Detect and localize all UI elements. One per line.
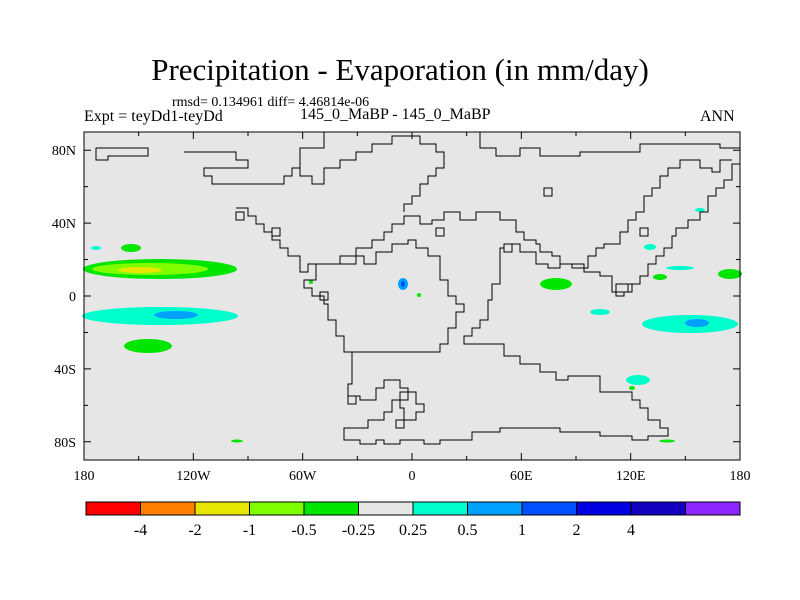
axis-layer: 180 120W 60W 0 60E 120E 180 80N 40N 0 40S 80S: [52, 132, 751, 484]
coastline-island: [319, 291, 329, 301]
colorbar-box: [85, 501, 141, 516]
x-tick-label: 180: [74, 469, 95, 484]
coastline-island: [503, 243, 513, 253]
anomaly-region: [685, 319, 709, 327]
colorbar-box: [467, 501, 523, 516]
anomaly-region: [666, 266, 694, 270]
colorbar-box: [358, 501, 414, 516]
colorbar-box: [521, 501, 577, 516]
anomaly-region: [154, 311, 198, 319]
x-tick-label: 0: [409, 469, 416, 484]
experiment-label: Expt = teyDd1-teyDd: [84, 108, 223, 125]
anomaly-layer: [82, 208, 742, 443]
coastline-island: [639, 227, 649, 237]
x-tick-label: 60W: [289, 469, 317, 484]
coastline-island: [347, 395, 357, 405]
anomaly-region: [653, 274, 667, 280]
colorbar-label: 1: [518, 522, 526, 539]
anomaly-region: [309, 280, 313, 284]
colorbar-label: 0.5: [458, 522, 478, 539]
coastline-island: [615, 283, 633, 297]
plot-title: Precipitation - Evaporation (in mm/day): [151, 52, 649, 87]
coastline-inner-sea: [340, 239, 465, 353]
colorbar-box: [249, 501, 305, 516]
map-background: [84, 132, 740, 460]
colorbar-box: [194, 501, 250, 516]
colorbar-label: -4: [134, 522, 147, 539]
x-tick-label: 60E: [510, 469, 533, 484]
anomaly-region: [629, 386, 635, 390]
colorbar-label: -1: [243, 522, 256, 539]
y-tick-label: 80N: [52, 144, 76, 159]
x-tick-label: 120E: [616, 469, 646, 484]
anomaly-region: [124, 339, 172, 353]
coastline-island: [435, 227, 445, 237]
colorbar-label: 0.25: [399, 522, 427, 539]
anomaly-region: [718, 269, 742, 279]
coastline-inner-america: [236, 207, 316, 273]
anomaly-region: [626, 375, 650, 385]
x-tick-label: 180: [730, 469, 751, 484]
colorbar-label: -2: [188, 522, 201, 539]
colorbar-label: 4: [627, 522, 635, 539]
case-label: 145_0_MaBP - 145_0_MaBP: [300, 106, 491, 123]
colorbar-box: [140, 501, 196, 516]
x-tick-label: 120W: [176, 469, 211, 484]
coastline-pangea: [184, 131, 741, 445]
coastline-island: [271, 227, 281, 237]
y-tick-label: 0: [69, 290, 76, 305]
colorbar-label: 2: [573, 522, 581, 539]
colorbar-box: [576, 501, 632, 516]
colorbar-box: [685, 501, 741, 516]
coastline-island: [95, 147, 149, 161]
anomaly-region: [644, 244, 656, 250]
coastline-island: [235, 211, 245, 221]
anomaly-region: [540, 278, 572, 290]
anomaly-region: [695, 208, 705, 212]
y-tick-label: 80S: [54, 436, 76, 451]
season-label: ANN: [700, 108, 735, 125]
anomaly-region: [659, 439, 675, 443]
coastline-island: [395, 419, 405, 429]
anomaly-region: [121, 244, 141, 252]
anomaly-region: [231, 439, 243, 443]
anomaly-region: [118, 267, 162, 273]
colorbar-box: [630, 501, 686, 516]
coastline-island: [399, 391, 425, 421]
anomaly-region: [401, 281, 405, 287]
colorbar: -4 -2 -1 -0.5 -0.25 0.25 0.5 1 2 4: [85, 501, 741, 539]
y-tick-label: 40S: [54, 363, 76, 378]
colorbar-label: -0.25: [342, 522, 375, 539]
colorbar-label: -0.5: [291, 522, 316, 539]
anomaly-region: [91, 246, 101, 250]
colorbar-box: [412, 501, 468, 516]
coastline-island: [543, 187, 553, 197]
coastline-north-cap: [299, 135, 445, 212]
anomaly-region: [417, 293, 421, 297]
y-tick-label: 40N: [52, 217, 76, 232]
colorbar-box: [303, 501, 359, 516]
anomaly-region: [590, 309, 610, 315]
coastline-layer: [95, 131, 741, 445]
stats-line: rmsd= 0.134961 diff= 4.46814e-06: [172, 95, 370, 110]
